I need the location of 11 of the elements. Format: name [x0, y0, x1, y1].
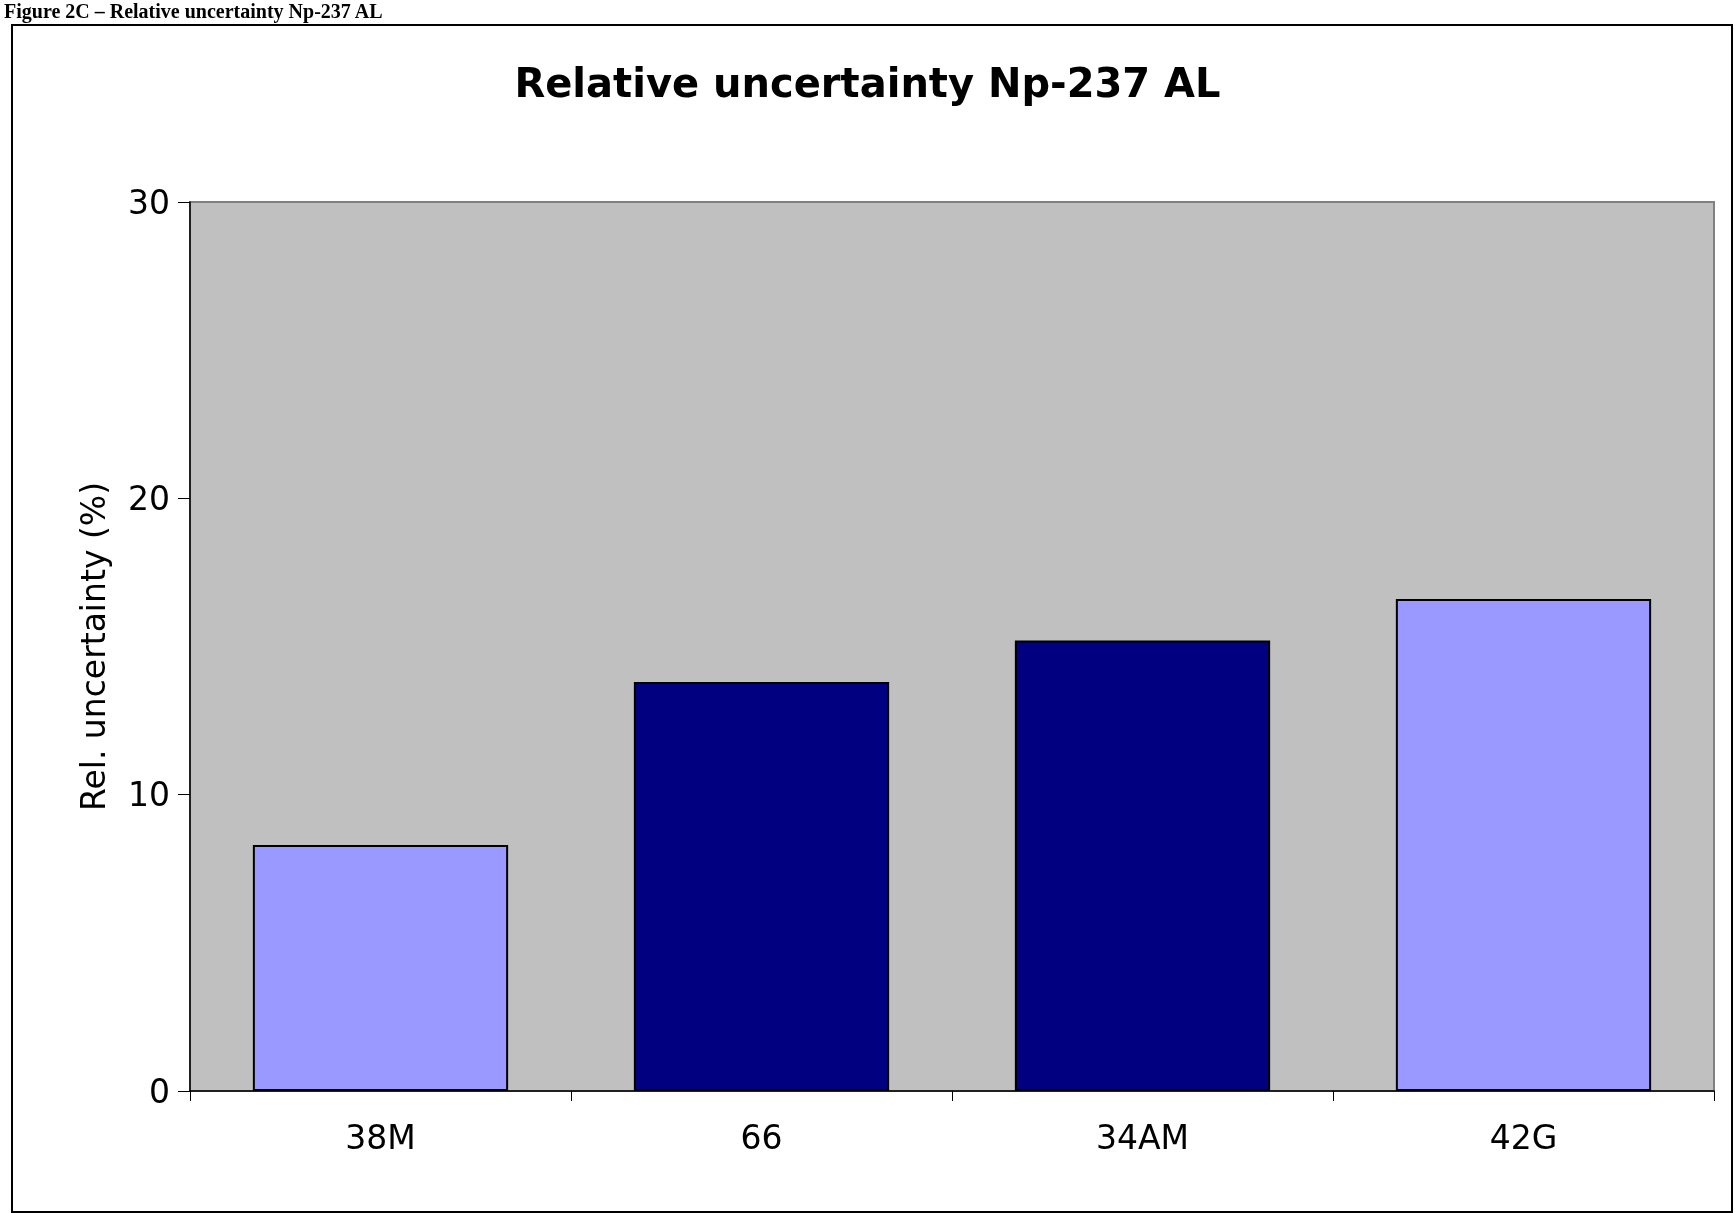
x-tick-label: 38M [345, 1118, 416, 1157]
y-tick-label: 20 [128, 478, 170, 518]
chart-title: Relative uncertainty Np-237 AL [514, 60, 1221, 106]
x-tick-label: 66 [740, 1118, 783, 1157]
x-tick-label: 42G [1489, 1118, 1558, 1157]
y-tick-label: 0 [149, 1071, 170, 1111]
y-axis-title: Rel. uncertainty (%) [74, 481, 113, 812]
x-tick-label: 34AM [1095, 1118, 1190, 1157]
caption: Figure 2C – Relative uncertainty Np-237 AL [4, 0, 383, 23]
y-tick-label: 10 [128, 775, 170, 815]
y-tick-label: 30 [128, 182, 170, 222]
